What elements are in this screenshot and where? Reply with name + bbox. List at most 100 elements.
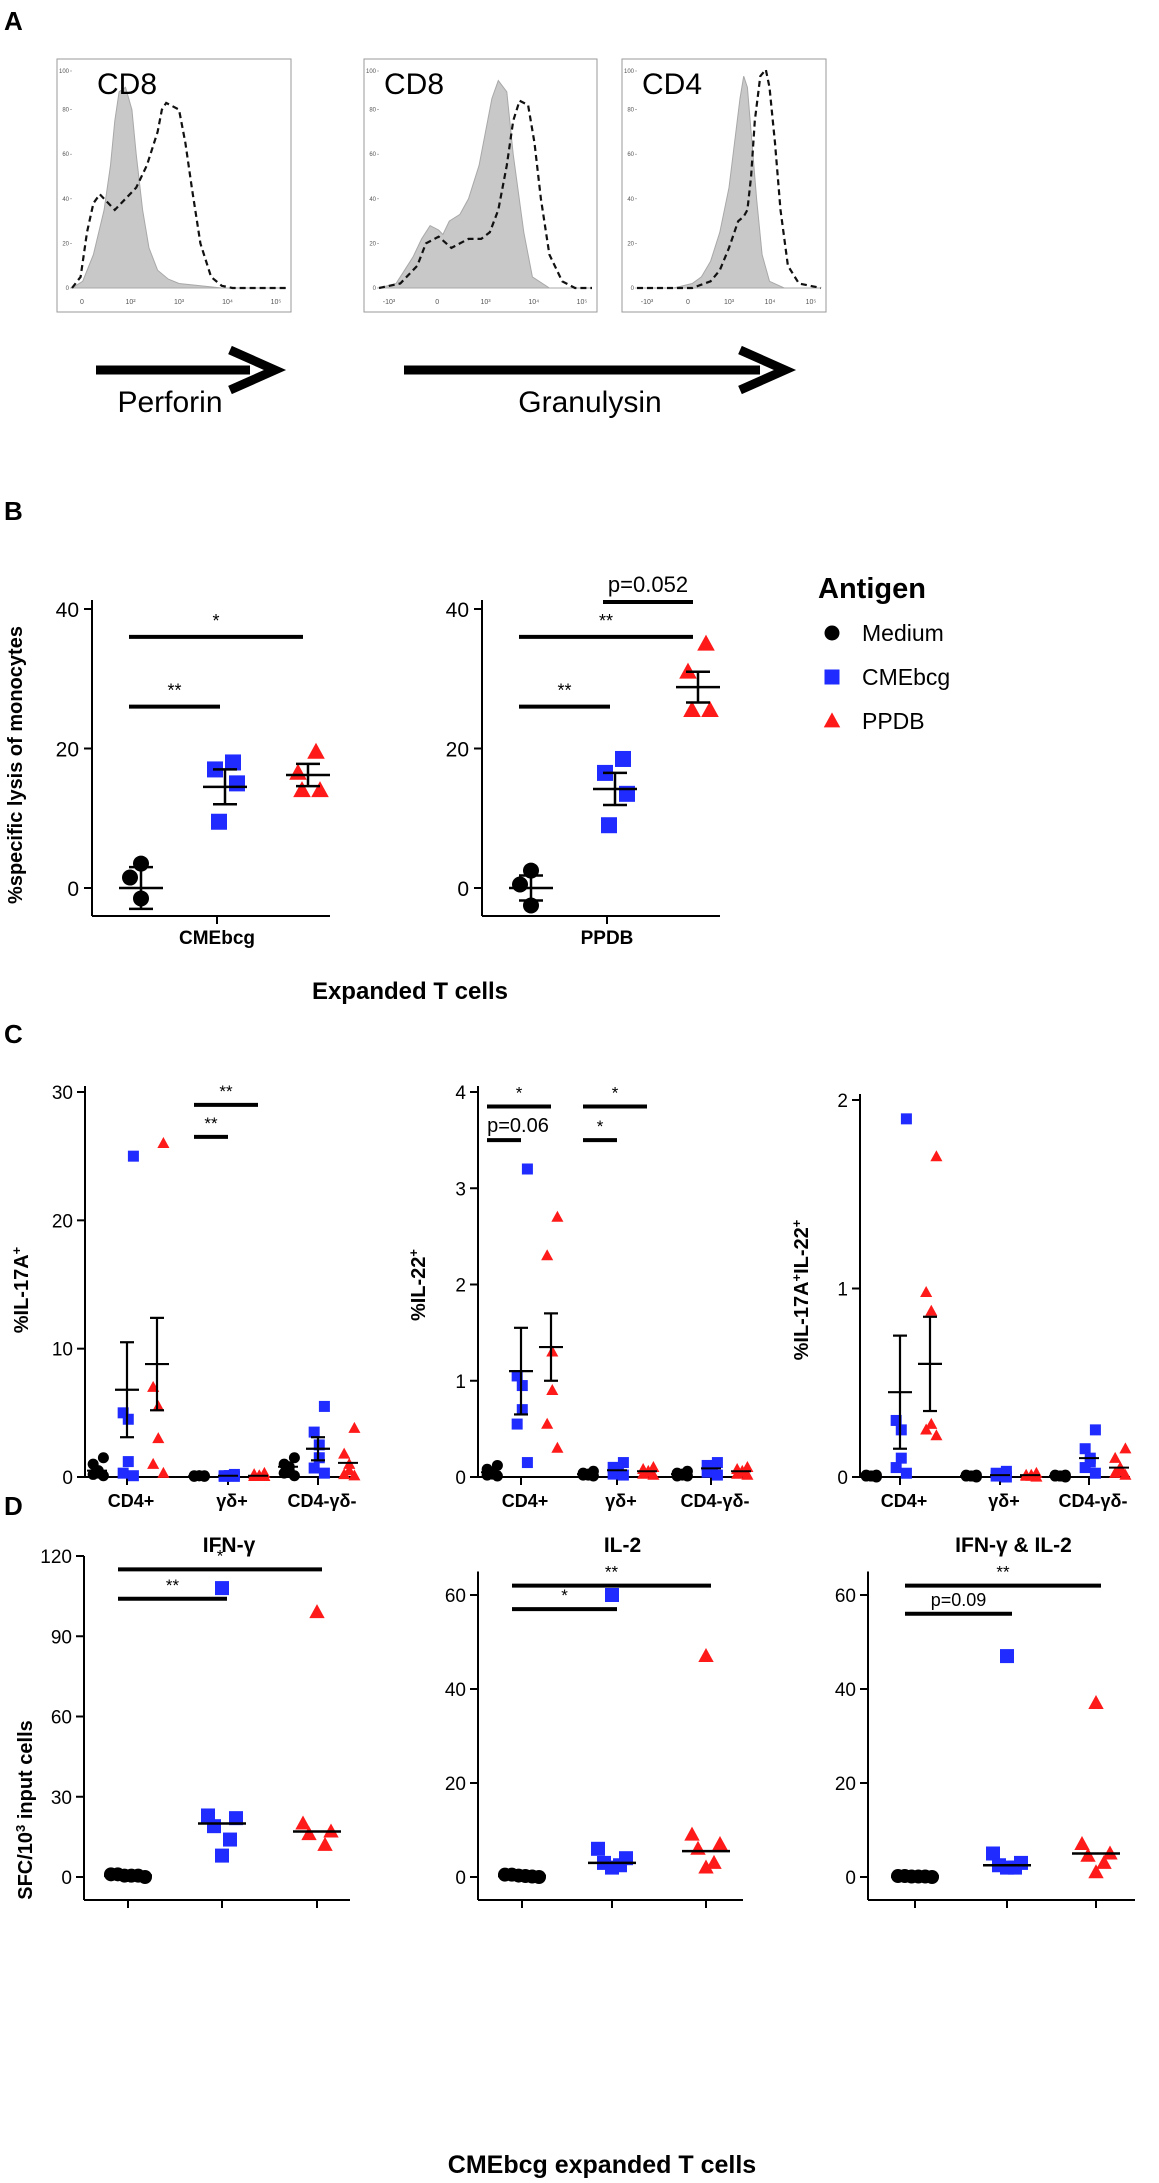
- y-tick-label: 20: [627, 241, 634, 247]
- y-tick-label: 40: [446, 599, 469, 622]
- data-point-CMEbcg: [986, 1846, 1000, 1861]
- legend-marker-CMEbcg: [824, 669, 840, 685]
- data-point-CMEbcg: [895, 1452, 907, 1464]
- legend-label-Medium: Medium: [862, 620, 944, 646]
- data-point-CMEbcg: [313, 1439, 325, 1451]
- y-tick-label: 10: [52, 1340, 73, 1361]
- data-point-CMEbcg: [516, 1380, 528, 1392]
- y-tick-label: 1: [455, 1372, 466, 1393]
- y-tick-label: 20: [62, 241, 69, 247]
- histogram-title: CD8: [384, 68, 444, 101]
- x-tick-label: -10³: [641, 299, 654, 306]
- data-point-CMEbcg: [122, 1413, 134, 1425]
- significance-label: **: [996, 1563, 1010, 1582]
- data-point-CMEbcg: [701, 1466, 713, 1478]
- y-axis-label: %IL-17A+IL-22+: [789, 1219, 814, 1360]
- x-tick-label: 10⁴: [765, 299, 776, 306]
- data-point-CMEbcg: [521, 1457, 533, 1469]
- data-point-CMEbcg: [900, 1113, 912, 1125]
- data-point-PPDB: [706, 1854, 722, 1869]
- x-tick-label: 10⁵: [577, 299, 588, 306]
- data-point-PPDB: [712, 1836, 728, 1851]
- x-category-label: CD4+: [502, 1491, 549, 1511]
- data-point-PPDB: [930, 1150, 943, 1162]
- x-category-label: CMEbcg: [179, 928, 255, 949]
- data-point-CMEbcg: [308, 1426, 320, 1438]
- significance-label: *: [212, 611, 219, 631]
- data-point-CMEbcg: [605, 1588, 619, 1602]
- y-tick-label: 20: [56, 739, 79, 762]
- data-point-CMEbcg: [1089, 1467, 1101, 1479]
- y-tick-label: 0: [837, 1468, 848, 1489]
- y-axis-label: %IL-22+: [406, 1249, 431, 1321]
- data-point-PPDB: [348, 1469, 361, 1481]
- data-point-Medium: [587, 1470, 599, 1482]
- legend-label-CMEbcg: CMEbcg: [862, 664, 950, 690]
- data-point-CMEbcg: [122, 1456, 134, 1468]
- plot-title: IFN-γ: [203, 1534, 256, 1557]
- histogram-1: 0 20 40 60 80 100 0 10² 10³ 10⁴ 10⁵ CD8: [56, 58, 292, 313]
- data-point-Medium: [87, 1468, 99, 1480]
- data-point-CMEbcg: [127, 1150, 139, 1162]
- x-tick-label: 10²: [125, 299, 136, 306]
- cytokine-plot-3: 012%IL-17A+IL-22+CD4+ γδ+ CD4-γδ-: [789, 1091, 1132, 1511]
- data-point-PPDB: [348, 1421, 361, 1433]
- data-point-CMEbcg: [313, 1452, 325, 1464]
- data-point-CMEbcg: [617, 1469, 629, 1481]
- panel-d-xlabel: CMEbcg expanded T cells: [448, 2151, 756, 2179]
- y-tick-label: 20: [446, 739, 469, 762]
- y-tick-label: 60: [369, 152, 376, 158]
- significance-label: **: [204, 1114, 218, 1133]
- data-point-CMEbcg: [900, 1467, 912, 1479]
- data-point-CMEbcg: [127, 1470, 139, 1482]
- x-tick-label: 0: [686, 299, 690, 306]
- y-tick-label: 4: [455, 1083, 466, 1104]
- data-point-PPDB: [301, 1826, 317, 1841]
- y-label-base: %IL-17A: [11, 1254, 33, 1333]
- data-point-CMEbcg: [215, 1581, 229, 1596]
- y-label-base: %IL-22: [408, 1257, 430, 1321]
- significance-label: **: [166, 1576, 180, 1595]
- data-point-CMEbcg: [607, 1468, 619, 1480]
- data-point-CMEbcg: [890, 1462, 902, 1474]
- data-point-Medium: [138, 1870, 152, 1884]
- data-point-PPDB: [701, 700, 719, 717]
- x-tick-label: 10⁴: [222, 299, 233, 306]
- significance-label: **: [599, 611, 613, 631]
- data-point-CMEbcg: [521, 1163, 533, 1175]
- data-point-PPDB: [1088, 1864, 1104, 1879]
- panel-c-label: C: [4, 1019, 23, 1049]
- y-tick-label: 0: [631, 286, 635, 292]
- data-point-PPDB: [1088, 1695, 1104, 1710]
- x-category-label: PPDB: [581, 928, 634, 949]
- y-tick-label: 100: [624, 69, 635, 75]
- data-point-PPDB: [920, 1423, 933, 1435]
- data-point-PPDB: [311, 781, 329, 798]
- y-tick-label: 40: [369, 197, 376, 203]
- panel-a-histograms: 0 20 40 60 80 100 0 10² 10³ 10⁴ 10⁵ CD8 0 20 40 60 80 100…: [56, 58, 827, 395]
- data-point-PPDB: [925, 1304, 938, 1316]
- y-label-sup2: +: [789, 1219, 804, 1227]
- significance-label: *: [612, 1083, 619, 1102]
- data-point-PPDB: [157, 1466, 170, 1478]
- significance-label: *: [516, 1083, 523, 1102]
- data-point-CMEbcg: [229, 1811, 243, 1826]
- y-label-sup: +: [406, 1249, 421, 1257]
- y-tick-label: 100: [366, 69, 377, 75]
- data-point-PPDB: [698, 1859, 714, 1874]
- y-label-sup: +: [9, 1246, 24, 1254]
- data-point-CMEbcg: [511, 1418, 523, 1430]
- data-point-CMEbcg: [117, 1407, 129, 1419]
- data-point-PPDB: [1030, 1470, 1043, 1482]
- data-point-CMEbcg: [201, 1808, 215, 1823]
- cytokine-plot-2: 0 1 2 3 4 %IL-22+ CD4+ γδ+ CD4-γδ- * p=0.06 * *: [406, 1083, 754, 1511]
- histogram-3: 0 20 40 60 80 100 -10³ 0 10³ 10⁴ 10⁵ CD4: [621, 58, 827, 313]
- data-point-Medium: [671, 1470, 683, 1482]
- y-label-mid: IL-22: [791, 1227, 813, 1274]
- y-tick-label: 0: [373, 286, 377, 292]
- data-point-CMEbcg: [1079, 1462, 1091, 1474]
- data-point-CMEbcg: [711, 1469, 723, 1481]
- data-point-PPDB: [147, 1457, 160, 1469]
